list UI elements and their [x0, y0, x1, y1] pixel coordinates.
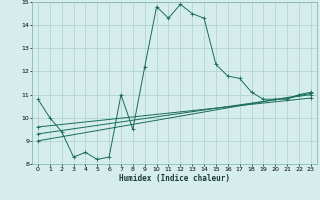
X-axis label: Humidex (Indice chaleur): Humidex (Indice chaleur)	[119, 174, 230, 183]
